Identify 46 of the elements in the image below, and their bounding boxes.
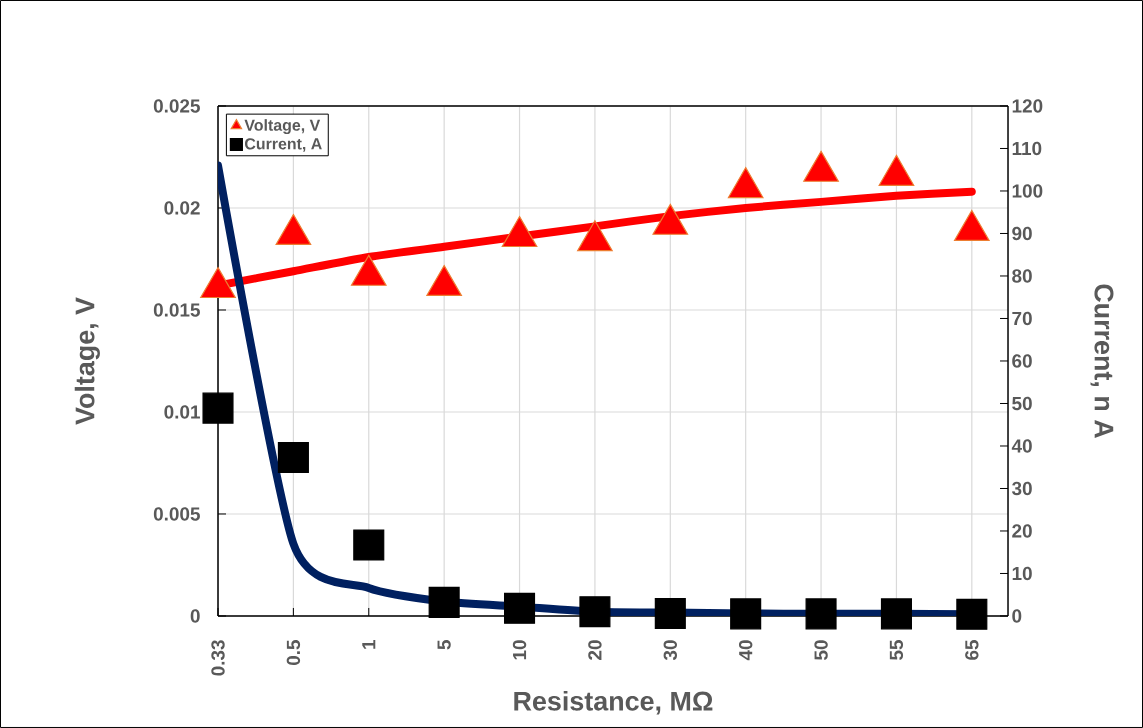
y-tick-label: 0.005 [153,507,200,521]
y2-tick-label: 60 [1012,354,1032,368]
point [880,598,912,630]
y-tick-label: 0.01 [164,405,200,419]
point [202,392,234,424]
y2-tick-label: 10 [1012,566,1032,581]
y-tick-label: 0.025 [153,99,200,113]
x-tick-label: 5 [437,640,451,650]
x-tick-label: 65 [965,640,979,660]
point [805,598,837,630]
x-tick-label: 40 [738,640,753,661]
x-tick-label: 55 [889,640,904,660]
y2-tick-label: 50 [1012,396,1032,411]
x-tick-label: 20 [588,640,602,660]
y2-tick-label: 20 [1012,524,1032,538]
point [277,441,309,473]
point [579,596,611,628]
y2-tick-label: 0 [1012,609,1022,623]
y2-tick-label: 120 [1012,99,1043,113]
y-tick-label: 0.02 [164,201,200,215]
x-tick-label: 10 [512,640,527,660]
y2-tick-label: 30 [1011,481,1032,496]
y2-tick-label: 80 [1012,269,1032,283]
y2-tick-label: 90 [1012,226,1032,241]
point [730,598,762,630]
x-tick-label: 0.5 [286,640,301,666]
point [504,592,536,624]
point [956,598,988,630]
x-tick-label: 30 [663,640,678,661]
y-axis-title: Voltage, V [74,297,100,425]
y2-tick-label: 70 [1012,311,1032,326]
x-tick-label: 0.33 [211,640,225,676]
x-tick-label: 50 [814,640,828,660]
point [353,529,385,561]
y2-tick-label: 40 [1011,439,1032,453]
legend-label: Current, A [245,138,322,152]
y-tick-label: 0 [190,609,200,623]
y2-tick-label: 110 [1012,141,1042,156]
x-tick-label: 1 [362,640,376,649]
y2-axis-title: Current, n A [1090,284,1114,438]
y-tick-label: 0.015 [153,303,200,317]
point [428,586,460,618]
point [654,597,686,629]
x-axis-title: Resistance, MΩ [514,690,713,715]
y2-tick-label: 100 [1012,184,1043,198]
legend-label: Voltage, V [244,119,321,135]
